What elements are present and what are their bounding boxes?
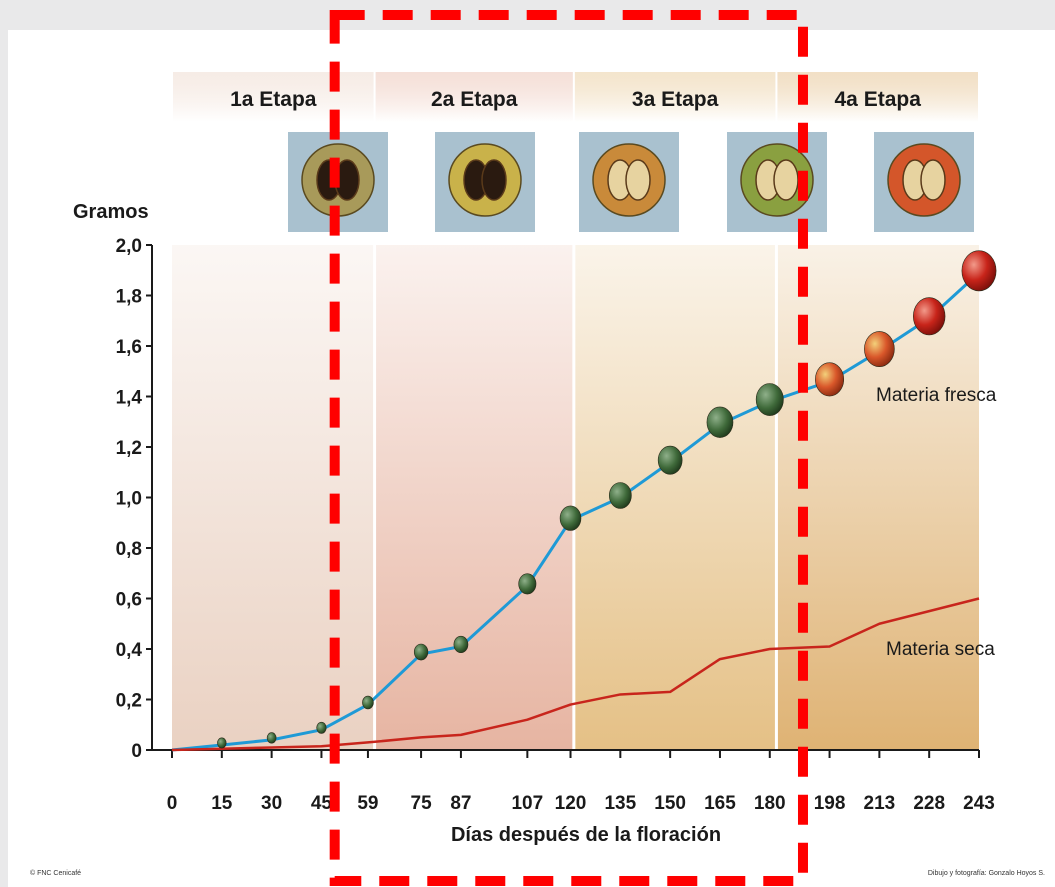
y-axis-label: Gramos bbox=[73, 201, 149, 223]
berry-marker bbox=[362, 695, 374, 710]
berry-markers bbox=[217, 250, 997, 749]
highlight-layer bbox=[329, 10, 808, 886]
berry-marker bbox=[815, 362, 845, 397]
series-line-materia-seca bbox=[171, 597, 980, 752]
stage-header-4 bbox=[777, 72, 978, 122]
berry-marker bbox=[217, 737, 227, 749]
x-tick-label: 30 bbox=[261, 793, 282, 814]
stage-header-label: 2a Etapa bbox=[431, 88, 518, 111]
stage-header-3 bbox=[574, 72, 776, 122]
seed-right bbox=[481, 159, 507, 201]
berry-marker bbox=[316, 721, 327, 734]
berry-marker bbox=[755, 383, 784, 416]
x-tick-label: 165 bbox=[704, 793, 736, 814]
credit-right: Dibujo y fotografía: Gonzalo Hoyos S. bbox=[928, 870, 1045, 877]
y-tick-label: 1,4 bbox=[116, 388, 143, 409]
stage-headers: 1a Etapa 2a Etapa 3a Etapa 4a Etapa bbox=[173, 72, 978, 122]
y-tick-label: 1,8 bbox=[116, 287, 142, 308]
seed-right bbox=[625, 159, 651, 201]
berry-marker bbox=[864, 331, 895, 367]
y-tick-label: 0,8 bbox=[116, 539, 142, 560]
berry-marker bbox=[266, 732, 277, 744]
stage-band-2 bbox=[374, 245, 574, 750]
credit-left: © FNC Cenicafé bbox=[30, 869, 81, 877]
x-tick-label: 15 bbox=[211, 793, 233, 814]
y-tick-label: 0,2 bbox=[116, 691, 142, 712]
berry-marker bbox=[453, 635, 469, 654]
x-tick-label: 228 bbox=[913, 793, 945, 814]
stage-header-label: 4a Etapa bbox=[835, 88, 922, 111]
berry-marker bbox=[559, 505, 582, 531]
stage-band-1 bbox=[172, 245, 375, 750]
y-tick-label: 2,0 bbox=[116, 236, 142, 257]
y-tick-label: 0,4 bbox=[116, 640, 143, 661]
cross-section-photo bbox=[579, 132, 679, 232]
chart-labels: Materia fresca Materia seca © FNC Cenicafé… bbox=[30, 385, 1045, 877]
stage-bands bbox=[172, 245, 979, 750]
stage-header-2 bbox=[375, 72, 573, 122]
berry-marker bbox=[413, 643, 429, 661]
seed-right bbox=[773, 159, 799, 201]
x-tick-label: 120 bbox=[555, 793, 587, 814]
stage-header-label: 1a Etapa bbox=[230, 88, 317, 111]
x-tick-label: 135 bbox=[604, 793, 636, 814]
seed-right bbox=[920, 159, 946, 201]
stage-band-4 bbox=[776, 245, 979, 750]
y-tick-label: 1,0 bbox=[116, 489, 142, 510]
x-tick-label: 180 bbox=[754, 793, 786, 814]
highlight-box bbox=[329, 10, 808, 886]
series-label-materia-seca: Materia seca bbox=[886, 639, 995, 660]
x-tick-label: 87 bbox=[450, 793, 471, 814]
stage-header-1 bbox=[173, 72, 374, 122]
cross-section-photo bbox=[727, 132, 827, 232]
x-tick-label: 75 bbox=[411, 793, 433, 814]
x-tick-label: 45 bbox=[311, 793, 333, 814]
cross-section-photo bbox=[874, 132, 974, 232]
axes: 0 0,2 0,4 0,6 0,8 1,0 1,2 1,4 1,6 1,8 2,0 0 15 30 45 59… bbox=[73, 201, 995, 846]
berry-marker bbox=[518, 573, 537, 595]
y-tick-label: 0 bbox=[131, 741, 142, 762]
berry-marker bbox=[608, 482, 632, 509]
y-tick-label: 0,6 bbox=[116, 590, 142, 611]
y-tick-label: 1,2 bbox=[116, 438, 142, 459]
x-tick-label: 0 bbox=[167, 793, 178, 814]
berry-marker bbox=[913, 297, 946, 336]
cross-section-photo bbox=[435, 132, 535, 232]
stage-header-label: 3a Etapa bbox=[632, 88, 719, 111]
berry-marker bbox=[657, 445, 683, 475]
berry-marker bbox=[961, 250, 997, 292]
x-tick-label: 198 bbox=[814, 793, 846, 814]
y-tick-label: 1,6 bbox=[116, 337, 142, 358]
x-tick-label: 243 bbox=[963, 793, 995, 814]
x-tick-label: 107 bbox=[511, 793, 543, 814]
x-tick-label: 150 bbox=[654, 793, 686, 814]
x-axis-label: Días después de la floración bbox=[451, 824, 721, 846]
stage-band-3 bbox=[573, 245, 777, 750]
x-tick-label: 213 bbox=[864, 793, 896, 814]
series-label-materia-fresca: Materia fresca bbox=[876, 385, 997, 406]
x-tick-label: 59 bbox=[357, 793, 378, 814]
berry-marker bbox=[706, 406, 734, 438]
